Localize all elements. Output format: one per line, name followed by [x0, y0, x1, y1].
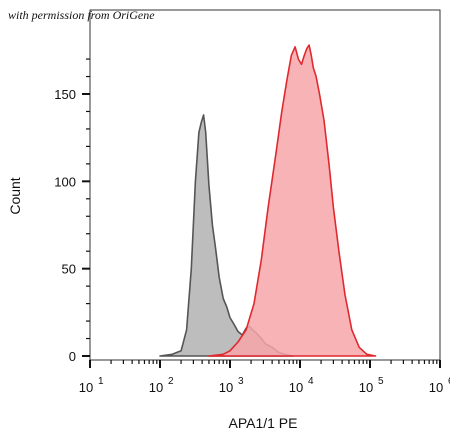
- y-axis-title: Count: [7, 177, 23, 214]
- y-tick-label: 50: [62, 262, 76, 277]
- x-axis-title: APA1/1 PE: [228, 415, 297, 431]
- y-tick-label: 0: [69, 349, 76, 364]
- x-tick-label: 10: [219, 380, 233, 395]
- x-tick-label: 10: [149, 380, 163, 395]
- x-tick-exponent: 2: [168, 376, 174, 387]
- x-tick-label: 10: [289, 380, 303, 395]
- x-tick-exponent: 6: [448, 376, 450, 387]
- y-tick-label: 150: [54, 87, 76, 102]
- histogram-areas: [159, 44, 377, 357]
- y-tick-label: 100: [54, 174, 76, 189]
- x-tick-exponent: 3: [238, 376, 244, 387]
- histogram-series-2: [208, 44, 377, 357]
- plot-frame: [89, 9, 441, 361]
- x-tick-label: 10: [79, 380, 93, 395]
- x-tick-label: 10: [429, 380, 443, 395]
- x-axis: 10 1 10 2 10 3 10 4 10 5 10 6: [79, 360, 450, 395]
- x-tick-exponent: 1: [98, 376, 104, 387]
- watermark-text: with permission from OriGene: [8, 8, 155, 22]
- x-tick-exponent: 4: [308, 376, 314, 387]
- x-tick-exponent: 5: [378, 376, 384, 387]
- x-tick-label: 10: [359, 380, 373, 395]
- plot-border: [89, 9, 441, 361]
- y-axis: 0 50 100 150: [54, 58, 90, 364]
